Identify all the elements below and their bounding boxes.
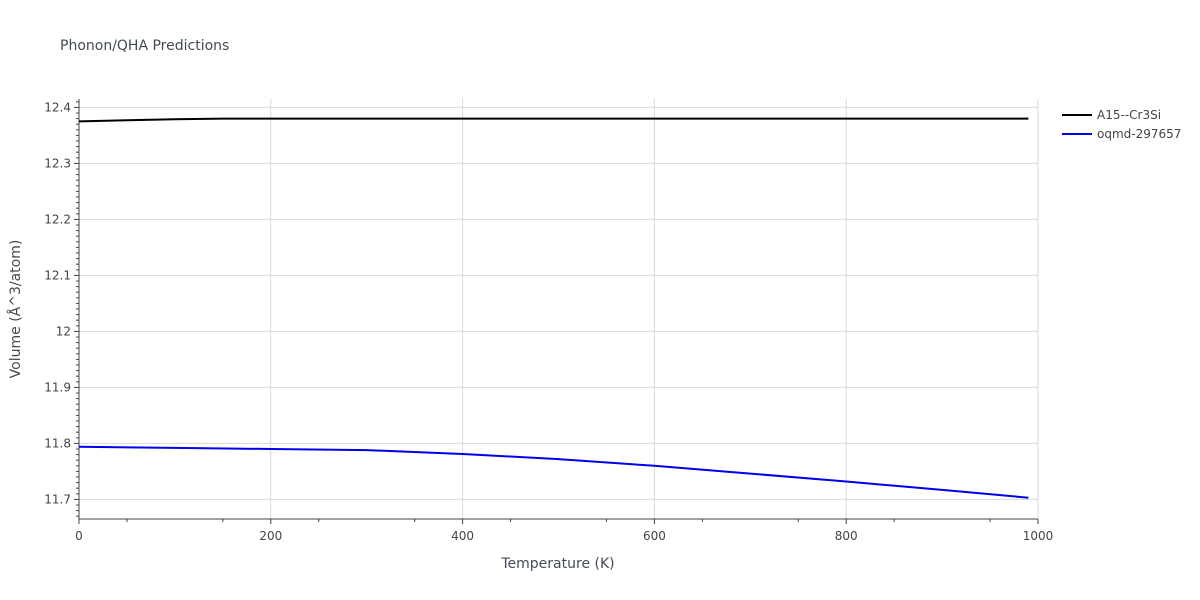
chart-title: Phonon/QHA Predictions <box>60 38 229 54</box>
series <box>78 117 1029 499</box>
legend[interactable]: A15--Cr3Si oqmd-297657 <box>1062 108 1181 141</box>
x-tick-label: 400 <box>451 529 474 543</box>
x-axis-title: Temperature (K) <box>500 556 614 572</box>
y-tick-label: 12.2 <box>44 212 71 226</box>
x-tick-label: 800 <box>835 529 858 543</box>
y-tick-label: 12.3 <box>44 156 71 170</box>
x-tick-label: 200 <box>259 529 282 543</box>
x-tick-label: 600 <box>643 529 666 543</box>
tick-labels: 0 200 400 600 800 1000 11.7 11.8 11.9 12 12.1 12.2 1… <box>44 100 1053 543</box>
x-tick-label: 1000 <box>1023 529 1054 543</box>
legend-item[interactable]: A15--Cr3Si <box>1062 108 1161 122</box>
legend-label: oqmd-297657 <box>1097 127 1181 141</box>
axes <box>74 99 1039 524</box>
legend-item[interactable]: oqmd-297657 <box>1062 127 1181 141</box>
y-tick-label: 11.9 <box>44 380 71 394</box>
x-tick-label: 0 <box>75 529 83 543</box>
legend-label: A15--Cr3Si <box>1097 108 1161 122</box>
y-tick-label: 11.7 <box>44 492 71 506</box>
grid <box>79 99 1039 519</box>
y-tick-label: 12.1 <box>44 268 71 282</box>
y-tick-label: 11.8 <box>44 436 71 450</box>
y-tick-label: 12 <box>56 324 71 338</box>
y-axis-title: Volume (Å^3/atom) <box>7 240 24 379</box>
series-line-a15-cr3si[interactable] <box>78 117 1029 123</box>
y-tick-label: 12.4 <box>44 100 71 114</box>
series-line-oqmd-297657[interactable] <box>78 445 1029 499</box>
